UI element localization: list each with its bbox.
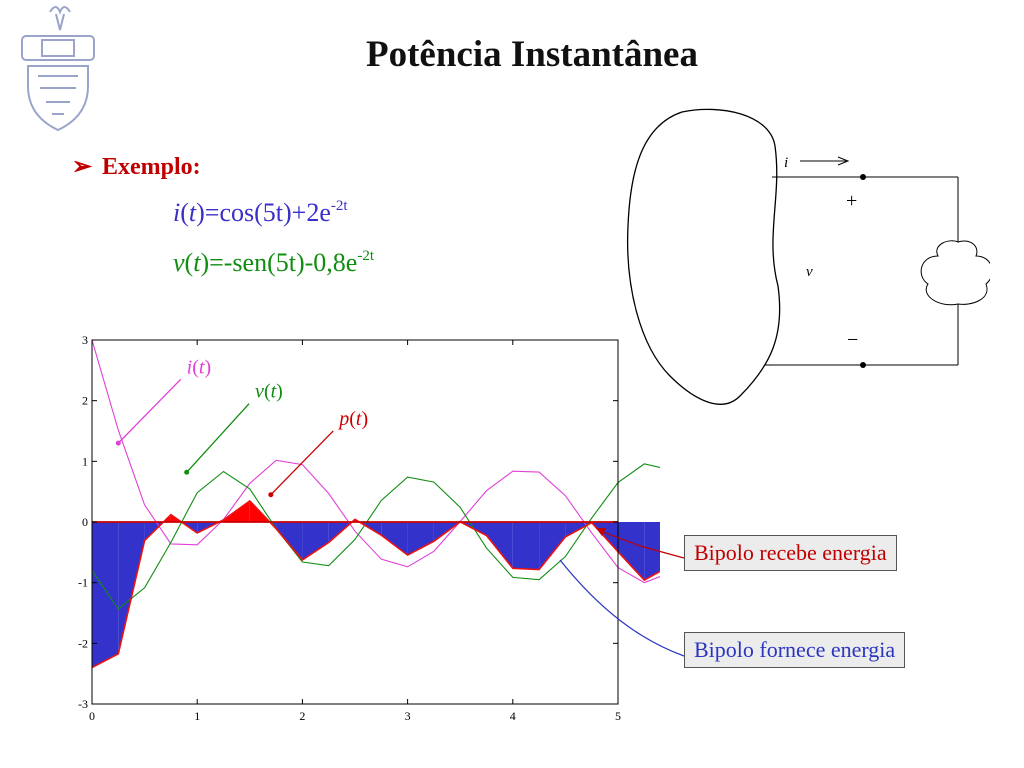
series-annotations: i(t) v(t) p(t)	[115, 356, 368, 498]
annotation-arrow-tip-p	[268, 492, 274, 498]
annotation-label-v: v(t)	[255, 381, 283, 403]
x-tick-label: 1	[194, 709, 200, 723]
power-fill-negative	[302, 522, 329, 560]
slide-title: Potência Instantânea	[366, 34, 698, 75]
power-fill-negative	[512, 522, 540, 570]
x-tick-label: 3	[405, 709, 411, 723]
x-tick-label: 0	[89, 709, 95, 723]
bipole-circuit-diagram: i + v −	[626, 108, 990, 405]
x-tick-labels: 0 1 2 3 4 5	[89, 709, 621, 723]
arrow-bullet-icon: ➢	[72, 154, 93, 180]
annotation-arrow-tip-i	[115, 440, 121, 446]
power-fill-positive	[170, 514, 182, 522]
series-line-i	[91, 339, 660, 584]
current-label: i	[784, 155, 788, 171]
university-logo	[21, 6, 95, 132]
current-arrow-head	[837, 156, 850, 166]
load-blob	[920, 240, 990, 306]
y-tick-label: 1	[82, 454, 88, 468]
power-fill-negative	[92, 522, 119, 668]
annotation-arrow-p	[270, 430, 334, 496]
annotation-arrow-tip-v	[184, 469, 190, 475]
power-fill-negative	[118, 522, 145, 654]
current-symbol: i	[173, 198, 181, 227]
bullet-label: Exemplo:	[102, 154, 201, 180]
current-equation: i(t)=cos(5t)+2e-2t	[173, 198, 348, 227]
power-area-fills	[92, 500, 660, 668]
power-fill-positive	[163, 514, 171, 522]
power-fill-negative	[460, 522, 487, 536]
power-fill-negative	[644, 522, 660, 581]
power-fill-negative	[539, 522, 566, 570]
annotation-arrow-v	[186, 403, 250, 473]
voltage-exponent: -2t	[357, 248, 375, 264]
annotation-label-p: p(t)	[337, 408, 368, 430]
power-fill-negative	[407, 522, 434, 556]
y-tick-label: -2	[78, 636, 88, 650]
series-line-v	[91, 463, 660, 610]
bottom-terminal	[860, 362, 866, 368]
x-tick-label: 4	[510, 709, 516, 723]
power-chart: 0 1 2 3 4 5 -3 -2 -1 0 1 2 3 i(t) v(t) p(t)	[78, 333, 660, 723]
annotation-label-i: i(t)	[187, 356, 211, 378]
x-tick-label: 5	[615, 709, 621, 723]
y-tick-label: 0	[82, 515, 88, 529]
plus-label: +	[846, 190, 857, 212]
power-fill-negative	[359, 522, 382, 536]
power-fill-negative	[486, 522, 513, 569]
voltage-var: t	[193, 248, 201, 277]
power-fill-negative	[328, 522, 353, 543]
callout-supplies-energy: Bipolo fornece energia	[684, 632, 906, 668]
power-fill-negative	[269, 522, 277, 529]
y-tick-label: 2	[82, 394, 88, 408]
power-fill-negative	[276, 522, 303, 560]
annotation-arrow-i	[117, 378, 182, 444]
y-tick-label: 3	[82, 333, 88, 347]
current-exponent: -2t	[330, 198, 348, 214]
current-var: t	[188, 198, 197, 227]
power-fill-negative	[618, 522, 645, 581]
callout-receives-energy: Bipolo recebe energia	[684, 535, 897, 571]
voltage-label: v	[806, 264, 813, 280]
example-bullet: ➢ Exemplo:	[72, 152, 201, 181]
voltage-equation: v(t)=-sen(5t)-0,8e-2t	[173, 248, 375, 277]
y-tick-labels: -3 -2 -1 0 1 2 3	[78, 333, 88, 711]
minus-label: −	[847, 329, 858, 351]
voltage-rhs: )=-sen(5t)-0,8e	[200, 248, 358, 277]
power-fill-negative	[381, 522, 408, 556]
top-terminal	[860, 174, 866, 180]
y-tick-label: -3	[78, 697, 88, 711]
series-lines	[91, 339, 660, 669]
x-tick-label: 2	[299, 709, 305, 723]
y-tick-label: -1	[78, 576, 88, 590]
network-blob	[626, 108, 781, 405]
voltage-symbol: v	[173, 248, 185, 277]
current-rhs: )=cos(5t)+2e	[196, 198, 331, 227]
